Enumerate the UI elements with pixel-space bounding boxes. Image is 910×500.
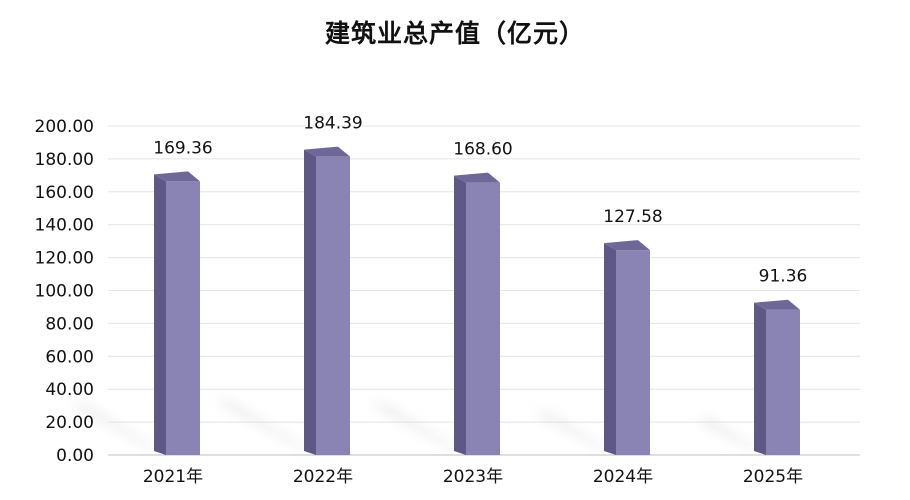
y-tick-label: 180.00 xyxy=(35,150,94,170)
bar-side xyxy=(604,243,616,455)
y-tick-label: 160.00 xyxy=(35,183,94,203)
x-tick-label: 2022年 xyxy=(293,467,353,487)
bar-side xyxy=(154,174,166,455)
y-tick-label: 60.00 xyxy=(45,347,94,367)
bar-top xyxy=(754,299,800,310)
bar xyxy=(316,156,350,455)
data-label: 169.36 xyxy=(153,138,212,158)
bar-side xyxy=(454,175,466,455)
bar-shadow xyxy=(533,410,616,455)
y-tick-label: 120.00 xyxy=(35,249,94,269)
x-tick-label: 2023年 xyxy=(443,467,503,487)
y-tick-label: 80.00 xyxy=(45,314,94,334)
bar xyxy=(466,182,500,455)
data-label: 168.60 xyxy=(453,140,512,160)
data-label: 127.58 xyxy=(603,207,662,227)
bar xyxy=(616,250,650,455)
bar xyxy=(166,181,200,455)
x-tick-label: 2024年 xyxy=(593,467,653,487)
y-axis: 0.00 20.00 40.00 60.00 80.00 100.00 120.00 140.… xyxy=(35,117,94,466)
bar-shadow xyxy=(69,401,166,455)
bar-top xyxy=(304,146,350,157)
bar xyxy=(766,309,800,455)
y-tick-label: 0.00 xyxy=(56,446,94,466)
bar-shadow xyxy=(369,401,466,455)
bar-side xyxy=(754,302,766,455)
bar-top xyxy=(154,171,200,182)
data-label: 184.39 xyxy=(303,114,362,134)
y-tick-label: 140.00 xyxy=(35,216,94,236)
y-tick-label: 40.00 xyxy=(45,380,94,400)
bar-side xyxy=(304,149,316,455)
x-axis: 2021年 2022年 2023年 2024年 2025年 xyxy=(143,467,803,487)
data-labels: 169.36 184.39 168.60 127.58 91.36 xyxy=(153,114,807,287)
y-tick-label: 100.00 xyxy=(35,282,94,302)
bars xyxy=(154,146,800,455)
x-tick-label: 2021年 xyxy=(143,467,203,487)
bar-shadow xyxy=(695,417,766,455)
bar-shadows xyxy=(69,398,766,455)
bar-top xyxy=(604,240,650,251)
x-tick-label: 2025年 xyxy=(743,467,803,487)
data-label: 91.36 xyxy=(759,267,808,287)
bar-top xyxy=(454,172,500,183)
chart-title: 建筑业总产值（亿元） xyxy=(324,19,585,48)
y-tick-label: 20.00 xyxy=(45,413,94,433)
bar-shadow xyxy=(214,398,316,455)
y-tick-label: 200.00 xyxy=(35,117,94,137)
